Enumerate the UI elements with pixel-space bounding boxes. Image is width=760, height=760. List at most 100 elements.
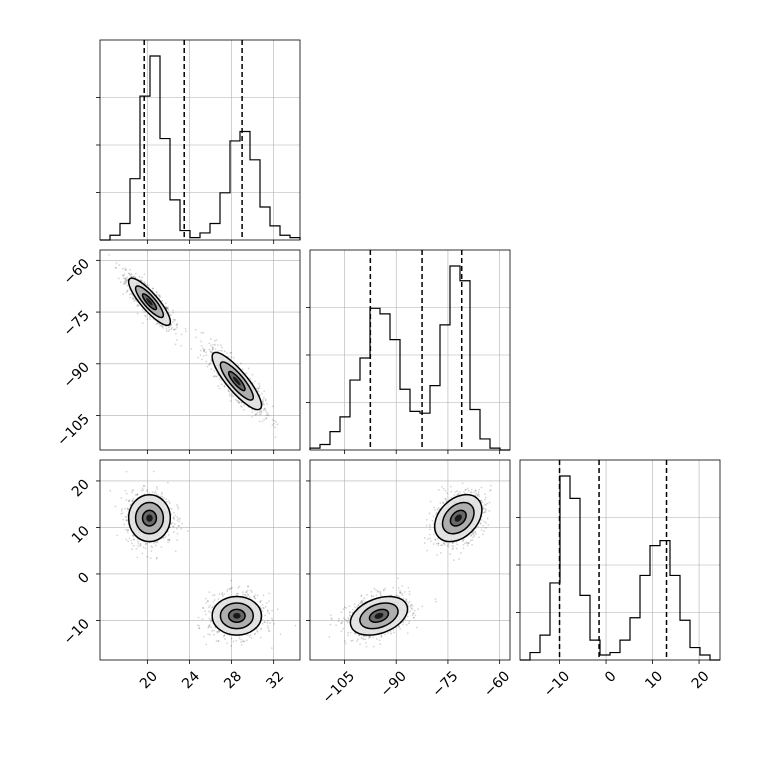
sample-point [178, 524, 181, 527]
sample-point [458, 558, 461, 560]
sample-point [379, 594, 382, 597]
sample-point [114, 505, 117, 508]
sample-point [231, 395, 233, 398]
sample-point [265, 410, 268, 413]
sample-point [484, 511, 487, 513]
sample-point [164, 535, 167, 538]
sample-point [397, 577, 399, 580]
sample-point [120, 497, 123, 499]
sample-point [429, 500, 432, 503]
sample-point [172, 321, 175, 323]
sample-point [462, 539, 464, 541]
sample-point [210, 350, 213, 353]
sample-point [213, 594, 216, 596]
sample-point [227, 390, 230, 393]
sample-point [429, 525, 431, 528]
sample-point [124, 277, 127, 280]
sample-point [234, 398, 237, 401]
sample-point [266, 609, 269, 612]
sample-point [126, 519, 129, 522]
contour-line-1 [219, 602, 255, 630]
sample-point [256, 629, 258, 632]
sample-point [132, 296, 135, 298]
contour-line-0 [227, 608, 246, 623]
sample-point [123, 273, 126, 276]
sample-point [167, 326, 170, 329]
sample-point [437, 542, 440, 545]
sample-point [209, 633, 212, 636]
sample-point [244, 594, 247, 597]
sample-point [475, 492, 478, 495]
sample-point [137, 542, 140, 545]
sample-point [172, 525, 175, 528]
sample-point [142, 484, 145, 487]
sample-point [372, 595, 375, 598]
sample-point [177, 507, 180, 510]
sample-point [266, 610, 269, 613]
sample-point [221, 346, 223, 349]
sample-point [429, 524, 431, 526]
sample-point [136, 556, 139, 559]
sample-point [250, 589, 252, 592]
sample-point [160, 324, 162, 327]
sample-point [158, 294, 161, 297]
sample-point [132, 488, 135, 491]
sample-point [165, 306, 168, 309]
sample-point [478, 536, 480, 539]
sample-point [165, 500, 168, 503]
sample-point [211, 346, 214, 349]
sample-point [259, 601, 262, 604]
sample-point [221, 593, 224, 596]
sample-point [135, 548, 138, 550]
sample-point [211, 606, 213, 609]
sample-point [230, 644, 233, 647]
panel-frame-2-2 [519, 459, 721, 661]
sample-point [402, 597, 405, 600]
sample-point [269, 622, 271, 625]
sample-point [263, 407, 266, 410]
sample-point [218, 377, 221, 380]
sample-point [253, 595, 255, 598]
density-layer [328, 482, 492, 648]
sample-point [474, 489, 477, 492]
sample-point [437, 542, 440, 545]
sample-point [200, 340, 202, 343]
sample-point [240, 638, 243, 641]
sample-point [174, 318, 177, 321]
sample-point [186, 530, 189, 533]
sample-point [122, 282, 125, 285]
sample-point [212, 601, 215, 603]
sample-point [467, 490, 470, 492]
sample-point [256, 631, 259, 633]
sample-point [434, 598, 437, 600]
sample-point [175, 323, 178, 326]
sample-point [245, 591, 248, 593]
sample-point [230, 351, 233, 354]
sample-point [489, 488, 492, 491]
sample-point [258, 411, 261, 414]
sample-point [404, 618, 407, 621]
sample-point [176, 338, 178, 341]
sample-point [165, 325, 167, 328]
sample-point [465, 488, 467, 491]
sample-point [243, 640, 246, 643]
sample-point [254, 597, 257, 600]
contour-line-2 [211, 351, 263, 411]
sample-point [176, 519, 179, 522]
sample-point [240, 643, 243, 646]
sample-point [337, 617, 340, 620]
sample-point [241, 591, 244, 593]
sample-point [380, 635, 383, 638]
sample-point [126, 529, 129, 532]
sample-point [260, 599, 262, 602]
sample-point [108, 254, 111, 256]
sample-point [431, 519, 434, 522]
sample-point [232, 395, 235, 398]
sample-point [217, 350, 219, 353]
sample-point [227, 389, 230, 391]
sample-point [204, 610, 207, 612]
sample-point [231, 586, 233, 589]
sample-point [362, 638, 365, 641]
sample-point [208, 606, 210, 608]
sample-point [406, 632, 409, 635]
